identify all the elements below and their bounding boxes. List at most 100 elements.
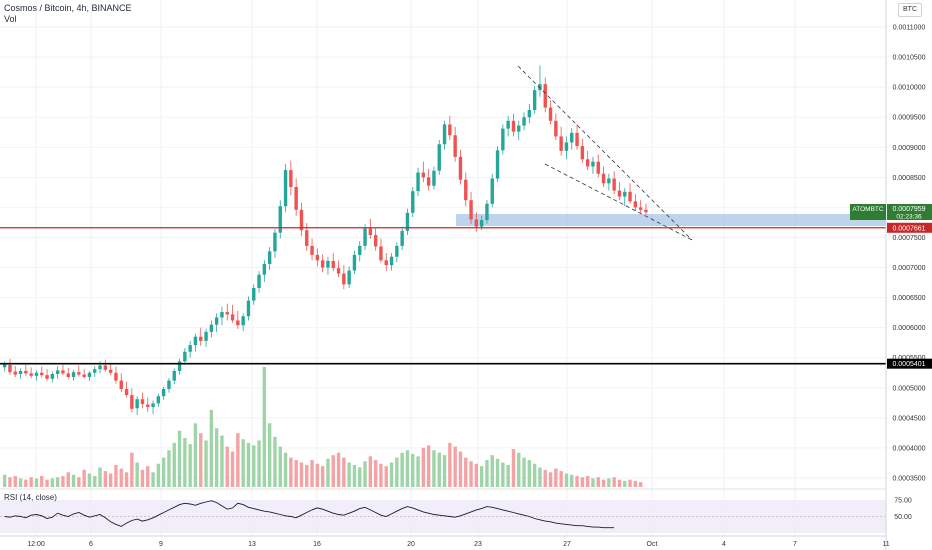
volume-bar — [119, 468, 123, 487]
volume-bar — [108, 473, 113, 487]
volume-bar — [71, 474, 76, 487]
volume-bar — [299, 462, 304, 487]
candle-body — [352, 254, 357, 271]
candle-body — [416, 172, 420, 192]
volume-bar — [564, 473, 569, 487]
volume-bar — [305, 464, 309, 487]
volume-bar — [358, 467, 362, 487]
candle-body — [437, 144, 441, 171]
candle-body — [252, 287, 256, 301]
candle-body — [82, 374, 86, 377]
candle-body — [495, 150, 500, 179]
price-tick-label: 0.0004500 — [892, 415, 925, 422]
volume-bar — [252, 445, 256, 487]
candle-body — [432, 170, 436, 186]
volume-bar — [172, 442, 176, 487]
volume-bar — [326, 458, 330, 487]
candle-body — [103, 365, 108, 370]
volume-bar — [342, 457, 346, 487]
volume-bar — [596, 477, 600, 487]
volume-bar — [34, 478, 39, 487]
candle-body — [458, 156, 463, 180]
black-level-marker: 0.0005401 — [887, 358, 932, 369]
volume-bar — [485, 460, 489, 487]
volume-bar — [628, 479, 632, 487]
candle-body — [71, 372, 76, 377]
volume-bar — [400, 452, 404, 487]
volume-bar — [220, 435, 224, 487]
candle-body — [45, 375, 49, 379]
candle-body — [411, 191, 415, 213]
volume-bar — [114, 464, 118, 487]
volume-bar — [580, 477, 585, 487]
price-tick-label: 0.0010500 — [892, 55, 925, 62]
candle-body — [585, 159, 590, 167]
volume-bar — [373, 460, 378, 487]
candle-body — [119, 380, 123, 390]
volume-bar — [591, 478, 595, 487]
price-tick-label: 0.0006500 — [892, 295, 925, 302]
candle-body — [464, 179, 468, 201]
candle-body — [633, 201, 638, 208]
volume-bar — [98, 467, 102, 487]
candle-body — [347, 270, 351, 285]
candle-body — [638, 207, 643, 210]
price-tick-label: 0.0004000 — [892, 445, 925, 452]
rsi-tick-label: 75.00 — [894, 498, 912, 505]
volume-bar — [347, 462, 351, 487]
volume-bar — [469, 461, 473, 487]
candle-body — [448, 124, 452, 136]
candle-body — [453, 135, 457, 157]
volume-bar — [527, 460, 532, 487]
candle-body — [278, 206, 282, 233]
candle-body — [373, 235, 378, 247]
currency-badge[interactable]: BTC — [898, 3, 922, 17]
volume-bar — [479, 466, 484, 487]
candle-body — [167, 380, 171, 390]
candle-body — [485, 203, 489, 221]
candle-body — [177, 361, 182, 371]
candle-body — [146, 404, 150, 408]
volume-bar — [638, 482, 643, 487]
candle-body — [331, 260, 335, 269]
volume-bar — [2, 474, 7, 487]
volume-bar — [522, 457, 526, 487]
volume-bar — [538, 467, 542, 487]
volume-bar — [363, 461, 367, 487]
price-tick-label: 0.0007000 — [892, 265, 925, 272]
candle-body — [273, 232, 277, 252]
candle-body — [310, 245, 314, 255]
volume-bar — [103, 471, 108, 487]
candle-body — [87, 372, 92, 377]
grid-layer — [0, 0, 887, 536]
candle-body — [34, 372, 39, 376]
candle-body — [543, 84, 547, 108]
time-tick-label: Oct — [647, 541, 658, 548]
volume-bar — [437, 452, 441, 487]
volume-bar — [389, 462, 394, 487]
volume-bar — [8, 477, 12, 487]
volume-bar — [188, 444, 192, 487]
candle-body — [479, 220, 484, 227]
volume-bar — [421, 447, 426, 487]
price-tick-label: 0.0009500 — [892, 115, 925, 122]
candle-body — [601, 173, 606, 184]
candle-body — [183, 351, 187, 362]
volume-bar — [183, 438, 187, 487]
red-level-label: 0.0007661 — [892, 225, 925, 232]
volume-bar — [61, 475, 65, 487]
time-tick-label: 16 — [313, 541, 321, 548]
volume-bar — [548, 472, 553, 487]
candle-body — [326, 260, 330, 268]
volume-bar — [209, 409, 214, 487]
candle-body — [336, 268, 341, 274]
time-axis: 12:00 6 9 13 16 20 23 27 Oct 4 7 11 — [27, 541, 889, 548]
candle-body — [469, 200, 473, 220]
candle-body — [527, 109, 532, 118]
volume-bar — [267, 423, 272, 487]
candle-body — [580, 146, 585, 160]
candle-body — [612, 178, 616, 191]
candle-body — [214, 317, 219, 325]
volume-bar — [442, 455, 447, 487]
price-axis: 0.0011000 0.0010500 0.0010000 0.0009500 0.00… — [892, 25, 925, 483]
